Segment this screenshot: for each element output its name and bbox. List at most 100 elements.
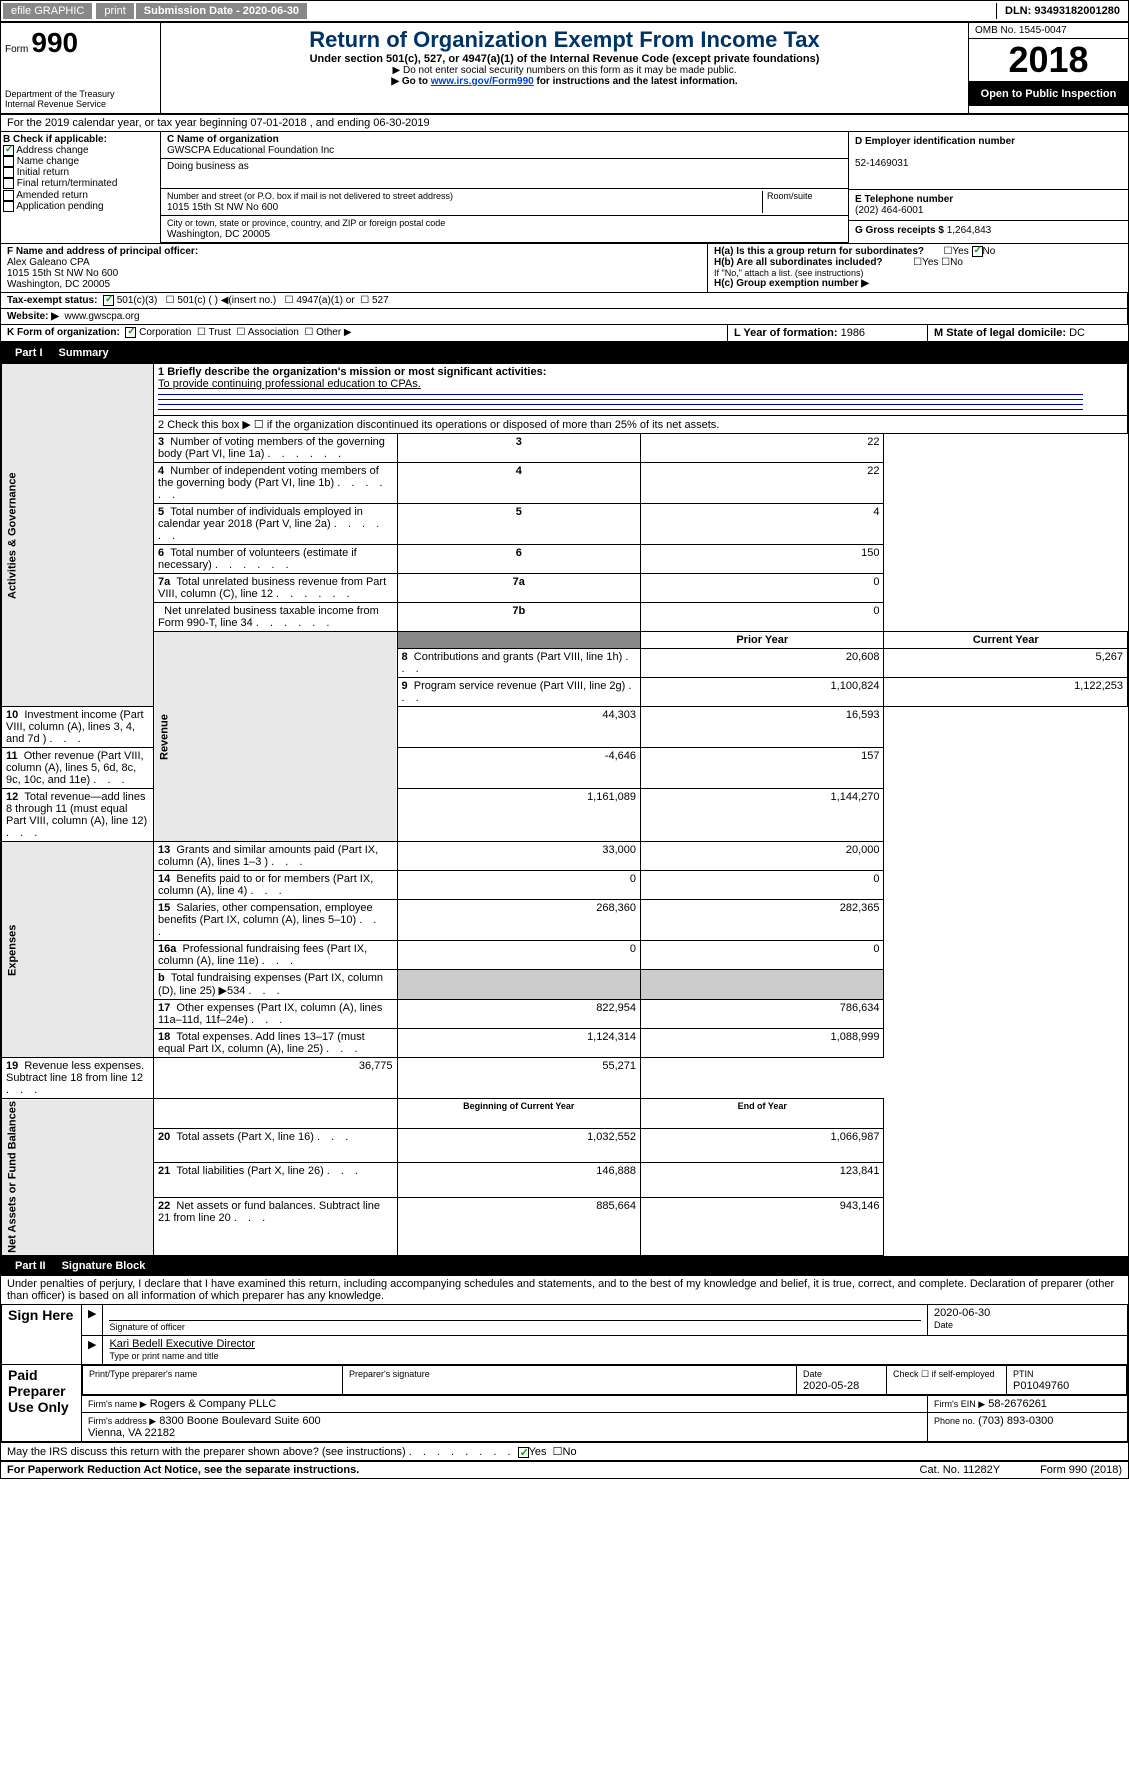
state-domicile: DC: [1069, 327, 1085, 339]
street-address: 1015 15th St NW No 600: [167, 202, 278, 213]
chk-amended[interactable]: Amended return: [3, 190, 158, 201]
part1-header: Part I Summary: [1, 343, 1128, 363]
firm-name-label: Firm's name ▶: [88, 1399, 147, 1409]
sig-officer-label: Signature of officer: [109, 1322, 184, 1332]
open-to-public: Open to Public Inspection: [969, 82, 1128, 106]
phone-label: Phone no.: [934, 1416, 975, 1426]
goto-post: for instructions and the latest informat…: [534, 76, 738, 87]
k-label: K Form of organization:: [7, 327, 120, 338]
hb-label: H(b) Are all subordinates included?: [714, 257, 883, 268]
side-revenue: Revenue: [154, 632, 397, 842]
form-header: Form 990 Department of the Treasury Inte…: [1, 23, 1128, 115]
l-label: L Year of formation:: [734, 327, 838, 339]
firm-ein: 58-2676261: [988, 1398, 1047, 1410]
hdr-current-year: Current Year: [884, 632, 1128, 649]
firm-ein-label: Firm's EIN ▶: [934, 1399, 985, 1409]
side-expenses: Expenses: [2, 842, 154, 1058]
m-label: M State of legal domicile:: [934, 327, 1066, 339]
discuss-yes: Yes: [529, 1446, 547, 1458]
dept-treasury: Department of the Treasury Internal Reve…: [5, 89, 156, 109]
form-label: Form: [5, 44, 28, 55]
print-button[interactable]: print: [96, 3, 133, 19]
form-subtitle: Under section 501(c), 527, or 4947(a)(1)…: [165, 53, 964, 65]
dba-label: Doing business as: [167, 161, 249, 172]
dln: DLN: 93493182001280: [996, 3, 1128, 19]
sign-table: Sign Here ▶ Signature of officer 2020-06…: [1, 1304, 1128, 1442]
note-ssn: ▶ Do not enter social security numbers o…: [165, 65, 964, 76]
form-number: 990: [31, 27, 78, 58]
line2: 2 Check this box ▶ ☐ if the organization…: [154, 416, 1128, 434]
footer-cat: Cat. No. 11282Y: [920, 1464, 1001, 1476]
d-label: D Employer identification number: [855, 136, 1015, 147]
ptin-label: PTIN: [1013, 1369, 1034, 1379]
i-501c: 501(c) ( ) ◀(insert no.): [177, 295, 276, 306]
ein: 52-1469031: [855, 158, 908, 169]
hdr-end-year: End of Year: [641, 1099, 884, 1129]
telephone: (202) 464-6001: [855, 205, 923, 216]
summary-table: Activities & Governance 1 Briefly descri…: [1, 363, 1128, 1256]
discuss-no: No: [563, 1446, 577, 1458]
city-state-zip: Washington, DC 20005: [167, 229, 270, 240]
declaration: Under penalties of perjury, I declare th…: [1, 1276, 1128, 1304]
chk-final-return[interactable]: Final return/terminated: [3, 178, 158, 189]
part2-header: Part II Signature Block: [1, 1256, 1128, 1276]
c-label: C Name of organization: [167, 134, 279, 145]
org-name: GWSCPA Educational Foundation Inc: [167, 145, 334, 156]
chk-initial-return[interactable]: Initial return: [3, 167, 158, 178]
year-formation: 1986: [841, 327, 865, 339]
city-label: City or town, state or province, country…: [167, 218, 445, 228]
tax-year: 2018: [969, 39, 1128, 82]
self-emp: Check ☐ if self-employed: [893, 1369, 995, 1379]
f-label: F Name and address of principal officer:: [7, 246, 198, 257]
omb-number: OMB No. 1545-0047: [969, 23, 1128, 39]
firm-addr-label: Firm's address ▶: [88, 1416, 156, 1426]
ptin: P01049760: [1013, 1380, 1069, 1392]
mission: To provide continuing professional educa…: [158, 378, 421, 390]
room-label: Room/suite: [767, 191, 813, 201]
prep-name-label: Print/Type preparer's name: [89, 1369, 197, 1379]
g-label: G Gross receipts $: [855, 225, 944, 236]
phone: (703) 893-0300: [978, 1415, 1053, 1427]
chk-name-change[interactable]: Name change: [3, 156, 158, 167]
chk-address-change[interactable]: Address change: [3, 145, 158, 156]
paid-preparer-label: Paid Preparer Use Only: [2, 1364, 82, 1441]
e-label: E Telephone number: [855, 194, 953, 205]
chk-application-pending[interactable]: Application pending: [3, 201, 158, 212]
i-527: 527: [372, 295, 389, 306]
efile-label: efile GRAPHIC: [3, 3, 92, 19]
discuss-label: May the IRS discuss this return with the…: [7, 1446, 406, 1458]
footer-left: For Paperwork Reduction Act Notice, see …: [7, 1464, 359, 1476]
i-4947: 4947(a)(1) or: [296, 295, 354, 306]
website: www.gwscpa.org: [65, 311, 140, 322]
topbar: efile GRAPHIC print Submission Date - 20…: [1, 1, 1128, 23]
ha-label: H(a) Is this a group return for subordin…: [714, 246, 924, 257]
footer-right: Form 990 (2018): [1040, 1464, 1122, 1476]
sign-here-label: Sign Here: [2, 1304, 82, 1364]
side-netassets: Net Assets or Fund Balances: [2, 1099, 154, 1256]
addr-label: Number and street (or P.O. box if mail i…: [167, 191, 453, 201]
hc-label: H(c) Group exemption number ▶: [714, 278, 1122, 289]
irs-link[interactable]: www.irs.gov/Form990: [431, 76, 534, 87]
form-title: Return of Organization Exempt From Incom…: [165, 27, 964, 53]
section-a-taxyear: For the 2019 calendar year, or tax year …: [1, 115, 1128, 132]
sig-date: 2020-06-30: [934, 1307, 990, 1319]
principal-officer: Alex Galeano CPA 1015 15th St NW No 600 …: [7, 257, 118, 290]
ha-no: No: [983, 246, 996, 257]
prep-date: 2020-05-28: [803, 1380, 859, 1392]
line1-label: 1 Briefly describe the organization's mi…: [158, 366, 546, 378]
hb-note: If "No," attach a list. (see instruction…: [714, 268, 1122, 278]
officer-name: Kari Bedell Executive Director: [109, 1338, 255, 1350]
submission-date: Submission Date - 2020-06-30: [136, 3, 307, 19]
prep-sig-label: Preparer's signature: [349, 1369, 430, 1379]
b-label: B Check if applicable:: [3, 134, 107, 145]
date-label: Date: [934, 1320, 953, 1330]
goto-pre: ▶ Go to: [391, 76, 430, 87]
firm-name: Rogers & Company PLLC: [150, 1398, 277, 1410]
officer-name-label: Type or print name and title: [109, 1351, 218, 1361]
hdr-prior-year: Prior Year: [641, 632, 884, 649]
i-label: Tax-exempt status:: [7, 295, 97, 306]
prep-date-label: Date: [803, 1369, 822, 1379]
hdr-begin-year: Beginning of Current Year: [397, 1099, 640, 1129]
gross-receipts: 1,264,843: [947, 225, 992, 236]
i-501c3: 501(c)(3): [117, 295, 158, 306]
